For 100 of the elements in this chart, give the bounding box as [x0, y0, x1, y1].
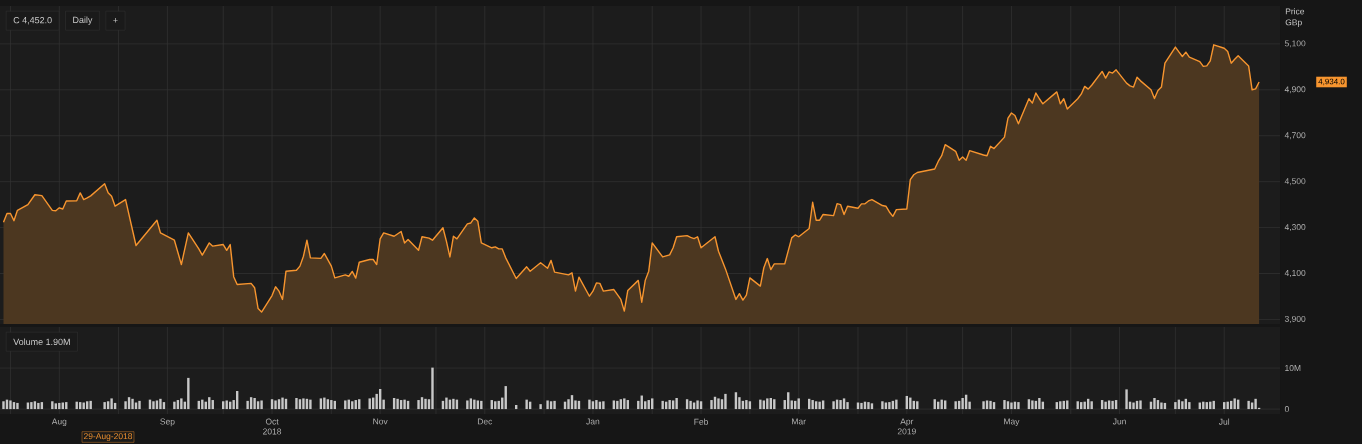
y-tick-label: 4,900 — [1284, 86, 1306, 94]
bar — [110, 398, 113, 410]
x-tick-label: Apr 2019 — [897, 418, 916, 435]
bar — [867, 402, 870, 410]
bar — [103, 402, 106, 410]
y-tick-label: 5,100 — [1284, 40, 1306, 48]
bar — [888, 402, 891, 410]
bar — [1160, 402, 1163, 410]
bar — [159, 398, 162, 410]
bar — [717, 398, 720, 410]
bar — [246, 400, 249, 410]
bar — [2, 401, 5, 410]
bar — [745, 400, 748, 410]
bar — [480, 400, 483, 410]
bar — [1254, 398, 1257, 410]
bar — [710, 400, 713, 410]
bar — [954, 401, 957, 410]
bar — [832, 401, 835, 410]
bar — [546, 400, 549, 410]
x-tick-label: Sep — [160, 418, 175, 427]
bar — [881, 401, 884, 410]
bar — [295, 398, 298, 410]
bar — [696, 400, 699, 410]
annotation: + — [113, 18, 118, 23]
bar — [1010, 402, 1013, 410]
bar — [16, 402, 19, 410]
bar — [759, 399, 762, 410]
bar — [668, 400, 671, 410]
bar — [525, 399, 528, 410]
bar — [9, 400, 12, 410]
bar — [675, 398, 678, 410]
bar — [689, 400, 692, 410]
x-tick-label: May — [1004, 418, 1020, 427]
x-tick-label: Jul — [1218, 418, 1230, 425]
x-tick-label: Oct 2018 — [263, 418, 282, 435]
bar — [452, 398, 455, 410]
y-tick-label: 4,300 — [1284, 224, 1306, 232]
bar — [403, 399, 406, 410]
y-tick-label: 10M — [1285, 365, 1301, 372]
bar — [466, 400, 469, 410]
bar — [396, 398, 399, 410]
x-tick-label: Jan — [586, 418, 600, 425]
bar — [131, 398, 134, 410]
x-tick-label: Jun — [1112, 418, 1126, 425]
bar — [846, 402, 849, 410]
bar — [473, 399, 476, 410]
bar — [445, 397, 448, 410]
bar — [661, 400, 664, 410]
y-tick-label: 4,500 — [1284, 178, 1306, 186]
bar — [567, 399, 570, 410]
bar — [253, 398, 256, 410]
annotation: C 4,452.0 — [13, 16, 52, 25]
bar — [124, 401, 127, 410]
bar — [330, 400, 333, 410]
bar — [1132, 402, 1135, 410]
y-tick-label: 3,900 — [1284, 315, 1306, 323]
bar — [1111, 400, 1114, 410]
bar — [1038, 398, 1041, 410]
bar — [1125, 389, 1128, 410]
bar — [553, 400, 556, 410]
bar — [431, 367, 434, 410]
annotation: Volume 1.90M — [13, 338, 70, 345]
x-tick-label: Dec — [477, 418, 493, 425]
bar — [1188, 402, 1191, 410]
bar — [187, 377, 190, 410]
bar — [839, 400, 842, 410]
bar — [417, 400, 420, 410]
bar — [323, 397, 326, 410]
x-tick-label: Feb — [694, 418, 708, 425]
bar — [811, 400, 814, 410]
bar — [37, 402, 40, 410]
bar — [152, 401, 155, 410]
bar — [180, 398, 183, 410]
y-tick-label: 4,700 — [1284, 132, 1306, 140]
bar — [602, 401, 605, 410]
bar — [260, 400, 263, 410]
bar — [1174, 402, 1177, 410]
bar — [595, 400, 598, 410]
bar — [1104, 401, 1107, 410]
text: 29-Aug-2018 — [83, 433, 133, 441]
bar — [1003, 400, 1006, 410]
bar — [309, 399, 312, 410]
bar — [138, 400, 141, 410]
x-tick-label: Aug — [51, 418, 67, 427]
y-axis-title: Price GBp — [1285, 8, 1305, 28]
annotation: Daily — [73, 16, 93, 25]
bar — [860, 402, 863, 410]
bar — [1031, 400, 1034, 410]
bar — [961, 398, 964, 410]
bar — [989, 400, 992, 410]
bar — [724, 393, 727, 410]
bar — [818, 401, 821, 410]
bar — [281, 397, 284, 410]
bar — [1139, 400, 1142, 410]
bar — [173, 401, 176, 410]
bar — [302, 398, 305, 410]
bar — [30, 402, 33, 410]
x-tick-label: Nov — [373, 418, 388, 425]
bar — [274, 400, 277, 410]
bar — [1017, 402, 1020, 410]
